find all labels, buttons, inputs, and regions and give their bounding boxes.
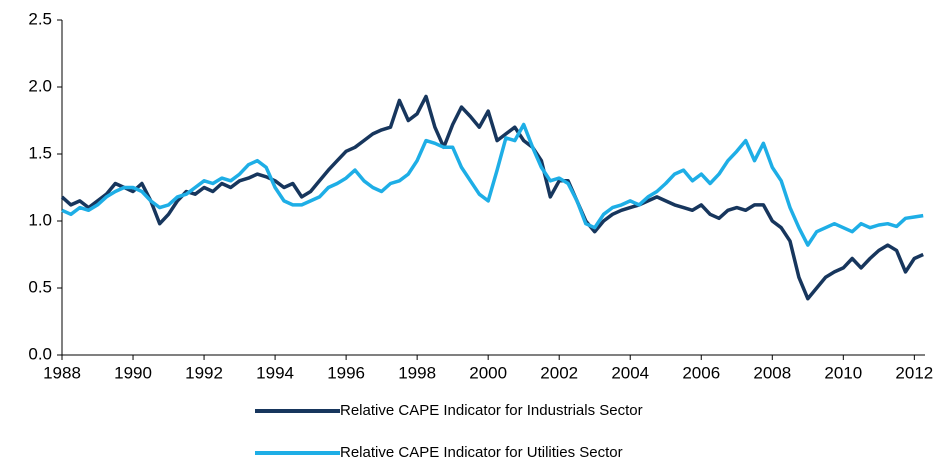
x-tick-label: 1988 xyxy=(43,363,81,382)
x-tick-label: 1998 xyxy=(398,363,436,382)
series-line xyxy=(61,122,924,247)
y-tick-label: 1.5 xyxy=(28,143,52,162)
x-tick-label: 2000 xyxy=(469,363,507,382)
series-line xyxy=(60,94,924,301)
y-tick-label: 0.5 xyxy=(28,277,52,296)
x-tick-label: 2008 xyxy=(753,363,791,382)
legend-label: Relative CAPE Indicator for Utilities Se… xyxy=(340,444,623,461)
y-tick-label: 2.0 xyxy=(28,76,52,95)
x-tick-label: 1996 xyxy=(327,363,365,382)
y-tick-label: 1.0 xyxy=(28,210,52,229)
x-tick-label: 1990 xyxy=(114,363,152,382)
legend-label: Relative CAPE Indicator for Industrials … xyxy=(340,402,643,419)
x-tick-label: 1992 xyxy=(185,363,223,382)
y-tick-label: 2.5 xyxy=(28,9,52,28)
x-tick-label: 2006 xyxy=(682,363,720,382)
x-tick-label: 2010 xyxy=(824,363,862,382)
y-tick-label: 0.0 xyxy=(28,344,52,363)
x-tick-label: 2012 xyxy=(895,363,933,382)
x-tick-label: 1994 xyxy=(256,363,294,382)
x-tick-label: 2002 xyxy=(540,363,578,382)
x-tick-label: 2004 xyxy=(611,363,649,382)
